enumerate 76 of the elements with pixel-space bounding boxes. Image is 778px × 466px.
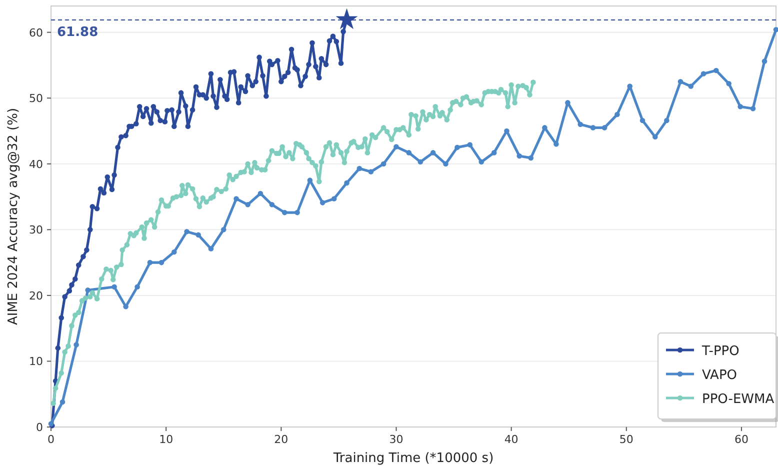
point [542,125,548,130]
point [664,118,670,124]
point [184,228,190,234]
x-tick-label: 20 [274,433,288,446]
x-tick-label: 50 [619,433,634,446]
point [336,8,358,30]
y-tick-label: 20 [29,289,43,302]
point [234,196,239,202]
point [320,200,326,206]
y-tick-label: 60 [29,26,43,40]
point [258,190,264,196]
x-tick-label: 0 [48,433,54,446]
point [380,161,386,167]
point [282,210,288,216]
y-tick-label: 30 [29,224,43,237]
point [554,142,559,147]
point [356,166,362,172]
point [454,144,460,150]
point [714,68,719,74]
point [528,155,534,161]
point [678,79,684,84]
point [762,58,768,64]
point [565,100,570,106]
y-tick-label: 10 [29,355,43,368]
x-tick-label: 30 [389,433,404,446]
point [406,150,412,156]
point [578,122,584,128]
point [158,260,164,266]
point [640,118,646,124]
x-tick-label: 60 [734,433,748,446]
y-tick-label: 0 [36,421,43,434]
point [478,159,484,165]
point [147,260,153,266]
point [394,144,399,150]
y-tick-label: 50 [29,92,43,106]
point [85,288,90,293]
point [602,125,608,130]
x-tick-label: 10 [159,433,174,446]
point [443,161,448,167]
point [171,249,177,255]
point [738,104,743,110]
point [491,150,497,156]
point [688,84,694,89]
point [245,202,250,208]
point [504,128,510,134]
point [773,27,778,32]
point [726,80,732,86]
point [74,342,79,348]
point [467,142,473,148]
x-axis-title: Training Time (*10000 s) [332,451,494,466]
point [750,106,756,112]
point [590,125,596,130]
ref-line-label: 61.88 [57,24,98,40]
point [331,196,337,202]
point [220,227,226,232]
point [294,210,300,216]
legend-label: VAPO [702,368,738,383]
point [112,284,117,290]
point [134,284,140,290]
legend-label: T-PPO [701,344,740,359]
point [418,159,424,165]
point [652,134,658,140]
point [60,399,66,405]
y-tick-label: 40 [29,158,43,171]
point [208,246,214,252]
legend-label: PPO-EWMA [702,392,774,407]
point [269,202,275,208]
point [368,169,374,174]
point [516,153,522,159]
point [430,150,436,156]
point [614,112,620,118]
y-axis-title: AIME 2024 Accuracy avg@32 (%) [6,108,21,326]
point [700,71,706,76]
x-tick-label: 40 [504,433,518,446]
point [196,232,201,238]
point [344,180,350,186]
